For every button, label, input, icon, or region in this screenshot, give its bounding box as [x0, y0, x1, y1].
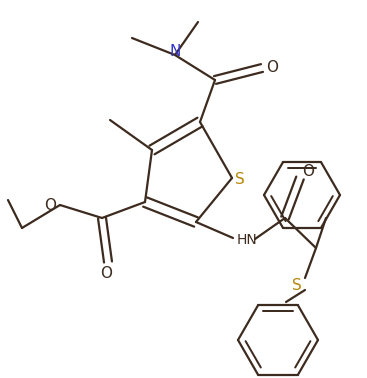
Text: O: O [44, 197, 56, 212]
Text: N: N [169, 43, 181, 59]
Text: S: S [292, 279, 302, 293]
Text: HN: HN [237, 233, 258, 247]
Text: O: O [302, 164, 314, 180]
Text: O: O [266, 60, 278, 76]
Text: O: O [100, 266, 112, 282]
Text: S: S [235, 172, 245, 187]
